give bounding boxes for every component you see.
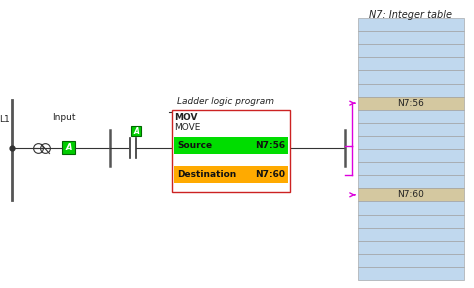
Bar [358, 110, 464, 123]
Text: Source: Source [177, 141, 212, 150]
Bar [358, 31, 464, 44]
Bar [172, 110, 290, 192]
Text: N7:60: N7:60 [398, 190, 424, 199]
Text: A: A [65, 143, 72, 153]
Text: MOV: MOV [174, 113, 198, 122]
Bar [358, 149, 464, 162]
Bar [358, 201, 464, 215]
Bar [358, 215, 464, 228]
Bar [358, 162, 464, 175]
Text: MOVE: MOVE [174, 123, 201, 132]
Bar [174, 137, 288, 154]
Bar [358, 241, 464, 254]
Bar [358, 228, 464, 241]
Bar [358, 136, 464, 149]
Bar [358, 175, 464, 188]
Bar [358, 44, 464, 57]
Bar [358, 70, 464, 84]
Text: Input: Input [52, 113, 75, 122]
Bar [358, 123, 464, 136]
Bar [358, 267, 464, 280]
Bar [358, 84, 464, 96]
Text: N7:56: N7:56 [255, 141, 285, 150]
Bar [358, 188, 464, 201]
Bar [358, 18, 464, 31]
Text: A: A [133, 126, 139, 135]
Text: L1: L1 [0, 115, 10, 124]
Bar [358, 254, 464, 267]
Text: Destination: Destination [177, 170, 236, 179]
Bar [358, 96, 464, 110]
Text: Ladder logic program: Ladder logic program [177, 98, 274, 107]
Bar [174, 166, 288, 183]
Bar [62, 141, 75, 154]
Text: N7:60: N7:60 [255, 170, 285, 179]
Bar [131, 126, 141, 136]
Text: N7:56: N7:56 [398, 99, 424, 108]
Text: N7: Integer table: N7: Integer table [370, 10, 453, 20]
Bar [358, 57, 464, 70]
